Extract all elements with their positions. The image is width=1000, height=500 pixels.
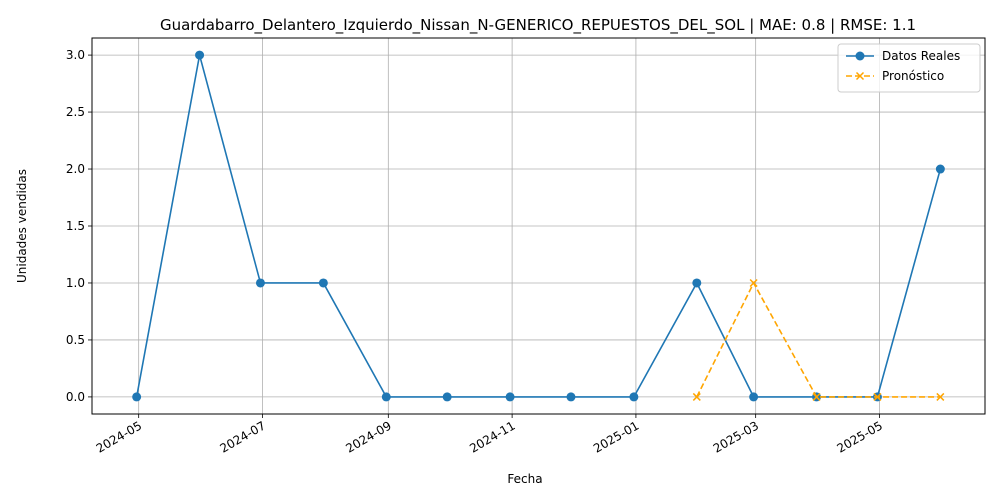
data-point	[255, 278, 265, 288]
forecast-point	[749, 278, 758, 288]
x-tick-label: 2025-05	[835, 418, 885, 455]
forecast-point	[936, 392, 945, 401]
data-point	[692, 278, 702, 288]
legend-item: Datos Reales	[846, 49, 960, 63]
x-tick-label: 2024-07	[218, 418, 268, 455]
data-point	[749, 392, 759, 402]
legend-item: Pronóstico	[846, 69, 944, 83]
y-tick-label: 3.0	[66, 48, 85, 62]
legend-label: Datos Reales	[882, 49, 960, 63]
y-tick-label: 0.0	[66, 390, 85, 404]
data-point	[381, 392, 391, 402]
forecast-point	[873, 392, 882, 401]
legend-label: Pronóstico	[882, 69, 944, 83]
x-tick-label: 2024-11	[467, 418, 517, 455]
data-point	[195, 50, 205, 60]
data-point	[566, 392, 576, 402]
chart-title: Guardabarro_Delantero_Izquierdo_Nissan_N…	[160, 16, 916, 35]
grid	[92, 38, 985, 414]
data-point	[505, 392, 515, 402]
forecast-point	[812, 392, 821, 401]
x-tick-label: 2025-03	[711, 418, 761, 455]
data-point	[935, 164, 945, 174]
y-tick-label: 2.0	[66, 162, 85, 176]
legend-marker	[855, 71, 865, 81]
series-layer	[132, 50, 945, 402]
y-axis-label: Unidades vendidas	[15, 169, 29, 283]
x-tick-label: 2024-05	[94, 418, 144, 455]
y-tick-label: 0.5	[66, 333, 85, 347]
axis-ticks: 0.0 0.5 1.0 1.5 2.0 2.5 3.0 2024-05 2024-07 2024-…	[66, 48, 885, 456]
data-point	[442, 392, 452, 402]
data-point	[318, 278, 328, 288]
y-tick-label: 2.5	[66, 105, 85, 119]
y-tick-label: 1.0	[66, 276, 85, 290]
data-point	[132, 392, 142, 402]
x-tick-label: 2025-01	[591, 418, 641, 455]
data-point	[629, 392, 639, 402]
forecast-point	[692, 392, 701, 401]
series-line-0	[135, 54, 942, 398]
legend-marker	[855, 51, 865, 61]
y-tick-label: 1.5	[66, 219, 85, 233]
x-tick-label: 2024-09	[343, 418, 393, 455]
legend: Datos Reales Pronóstico	[837, 43, 981, 93]
x-axis-label: Fecha	[507, 472, 542, 486]
